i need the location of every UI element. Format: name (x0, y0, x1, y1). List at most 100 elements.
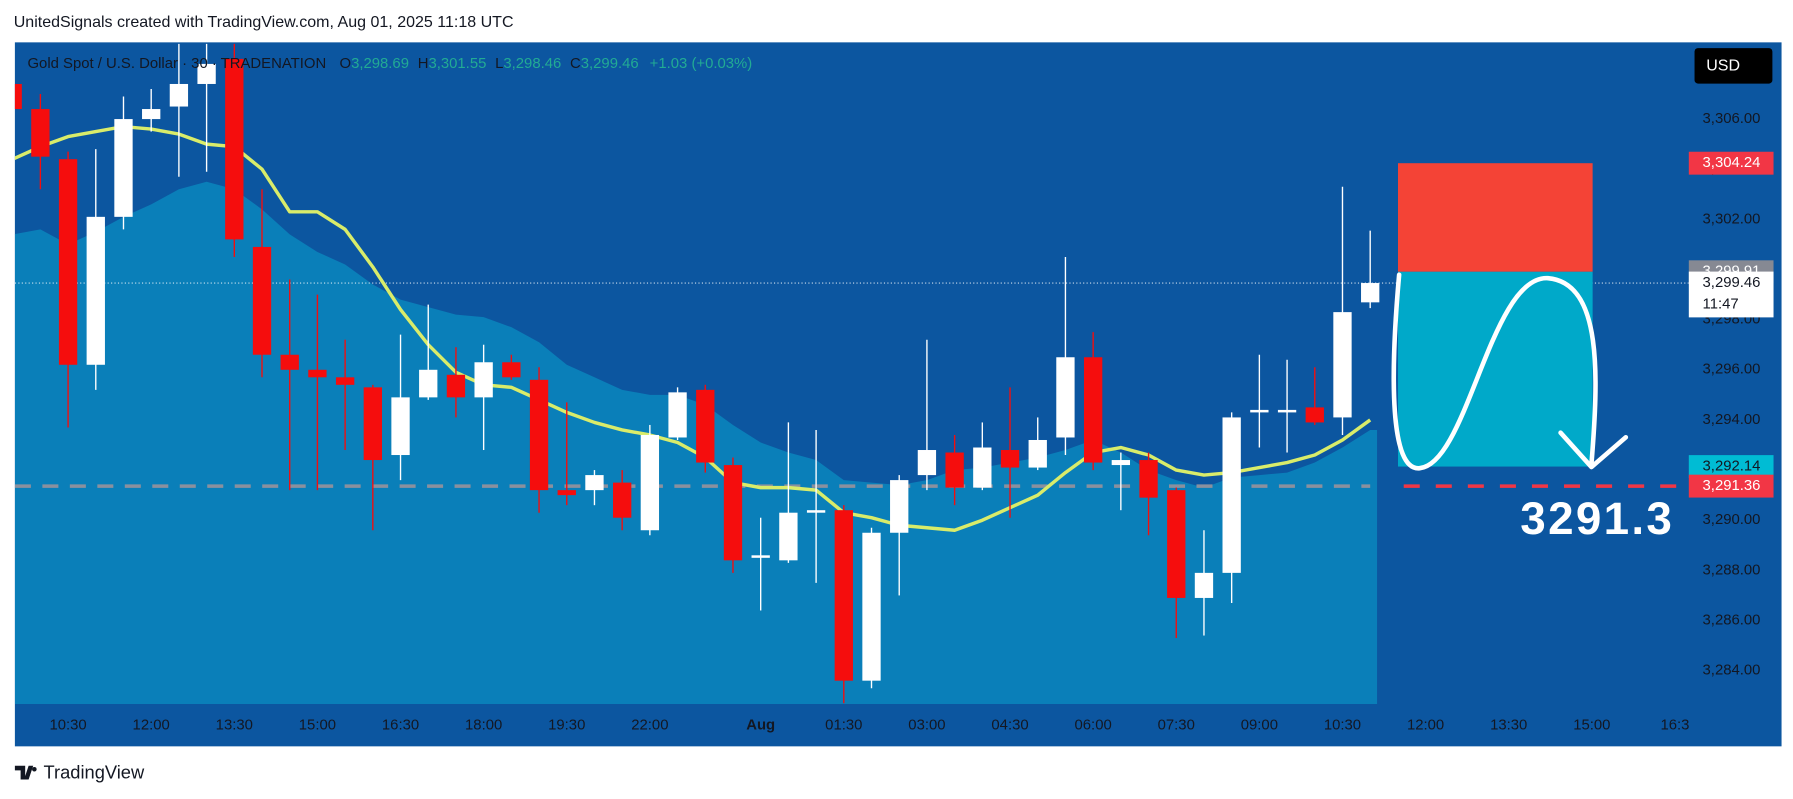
candle-body (1083, 357, 1103, 463)
legend-change: +1.03 (+0.03%) (650, 56, 753, 72)
x-tick-label: 18:00 (465, 718, 502, 734)
band-area (14, 181, 1378, 704)
candle-body (142, 109, 161, 120)
candle-body (502, 362, 521, 378)
y-tick-label: 3,296.00 (1703, 362, 1761, 378)
candle-body (391, 397, 410, 456)
x-tick-label: Aug (746, 718, 775, 734)
candle-body (585, 475, 604, 491)
candle-body (335, 377, 355, 385)
candle-body (308, 369, 327, 378)
candle-body (834, 510, 853, 681)
candle-body (31, 109, 50, 157)
currency-button[interactable] (1694, 48, 1773, 84)
candle-body (114, 119, 133, 217)
candle-body (86, 216, 105, 365)
overlay: 3291.3 Gold Spot / U.S. Dollar · 30 · TR… (27, 48, 1773, 544)
candle-body (280, 354, 299, 370)
footer-logo: TradingView (14, 762, 145, 783)
y-tick-label: 3,294.00 (1703, 412, 1761, 428)
price-label: 3,299.46 (1703, 275, 1761, 291)
candle-body (1277, 409, 1297, 413)
x-tick-label: 15:00 (299, 718, 336, 734)
candle-body (973, 447, 992, 488)
x-tick-label: 15:00 (1573, 718, 1610, 734)
y-tick-label: 3,284.00 (1703, 663, 1761, 679)
x-tick-label: 10:30 (1324, 718, 1361, 734)
candle-body (1333, 312, 1352, 418)
candle-body (58, 159, 78, 365)
candle-body (751, 555, 770, 558)
price-label-box (1688, 474, 1774, 498)
plot (14, 43, 1689, 704)
price-label: 3,304.24 (1703, 155, 1761, 171)
candle-body (474, 362, 493, 398)
x-tick-label: 04:30 (991, 718, 1028, 734)
candle-body (1222, 417, 1241, 573)
candle-body (1111, 460, 1131, 466)
candle-body (779, 512, 798, 561)
candle-body (1305, 407, 1324, 423)
price-label-box (1688, 151, 1774, 175)
x-tick-label: 16:3 (1660, 718, 1689, 734)
legend-symbol: Gold Spot / U.S. Dollar · 30 · TRADENATI… (27, 56, 326, 72)
candle-body (529, 379, 549, 491)
legend-open: 3,298.69 (351, 56, 409, 72)
candle-body (252, 246, 272, 355)
candle-body (169, 83, 189, 107)
candle-body (225, 58, 244, 240)
x-tick-label: 13:30 (216, 718, 253, 734)
x-tick-label: 12:00 (133, 718, 170, 734)
candle-body (640, 434, 660, 531)
candle-body (890, 480, 909, 533)
candle-body (1028, 439, 1047, 468)
y-tick-label: 3,302.00 (1703, 211, 1761, 227)
x-tick-label: 22:00 (631, 718, 668, 734)
candle-body (1139, 460, 1158, 498)
candle-body (363, 387, 382, 461)
candle-body (446, 374, 466, 398)
price-label-box (1688, 271, 1774, 318)
x-tick-label: 03:00 (908, 718, 945, 734)
x-tick-label: 13:30 (1490, 718, 1527, 734)
annotation: 3291.3 (1520, 493, 1674, 544)
drawn-curve (1391, 272, 1598, 471)
x-tick-label: 01:30 (825, 718, 862, 734)
candle-body (723, 465, 743, 561)
candle-body (1167, 490, 1186, 598)
candle-body (696, 389, 715, 463)
candle-body (862, 532, 881, 681)
candle-body (419, 369, 438, 398)
x-tick-label: 12:00 (1407, 718, 1444, 734)
candle-body (917, 450, 937, 476)
logo-dot (32, 766, 37, 772)
y-tick-label: 3,288.00 (1703, 562, 1761, 578)
legend-low: 3,298.46 (503, 56, 561, 72)
footer-brand: TradingView (44, 762, 145, 783)
x-tick-label: 19:30 (548, 718, 585, 734)
candle-body (1250, 409, 1269, 413)
x-tick-label: 09:00 (1241, 718, 1278, 734)
currency-label: USD (1706, 57, 1740, 75)
legend: Gold Spot / U.S. Dollar · 30 · TRADENATI… (27, 56, 752, 72)
candle-body (1194, 572, 1214, 598)
drawn-arrow (1558, 430, 1629, 470)
price-label: 3,292.14 (1703, 459, 1761, 475)
candle-body (613, 482, 632, 518)
legend-high: 3,301.55 (428, 56, 486, 72)
logo-mark (14, 765, 34, 780)
candle-body (1056, 357, 1075, 438)
price-label-box (1688, 455, 1774, 479)
candle-body (1361, 283, 1380, 303)
candle-body (197, 63, 216, 84)
candle-body (14, 83, 22, 110)
candle-body (806, 510, 826, 513)
candle-body (1000, 450, 1020, 468)
y-tick-label: 3,286.00 (1703, 612, 1761, 628)
legend-close: 3,299.46 (581, 56, 639, 72)
y-tick-label: 3,306.00 (1703, 111, 1761, 127)
stop-zone (1397, 163, 1593, 272)
x-tick-label: 06:00 (1075, 718, 1112, 734)
